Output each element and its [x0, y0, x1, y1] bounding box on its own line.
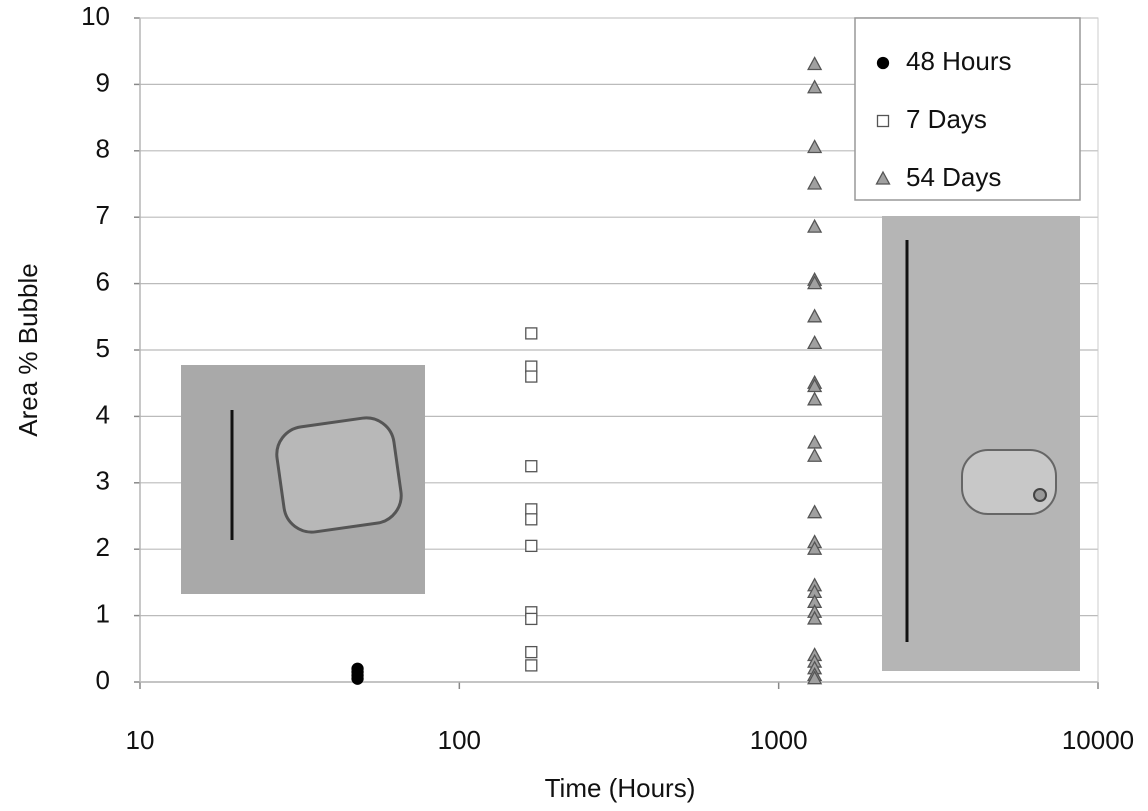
- legend-label: 7 Days: [906, 104, 987, 134]
- point: [807, 139, 823, 154]
- legend: [854, 17, 1081, 201]
- point: [525, 513, 538, 526]
- point: [807, 56, 823, 71]
- inset-right: [882, 216, 1080, 671]
- x-tick-label: 1000: [750, 725, 808, 755]
- x-tick-label: 10000: [1062, 725, 1134, 755]
- point: [525, 645, 538, 659]
- y-tick-label: 0: [96, 665, 110, 695]
- point: [525, 370, 538, 383]
- point: [807, 434, 823, 449]
- y-tick-label: 3: [96, 466, 110, 496]
- point: [807, 79, 823, 94]
- point: [525, 539, 538, 553]
- y-tick-label: 8: [96, 134, 110, 164]
- point: [807, 308, 823, 323]
- point: [807, 391, 823, 406]
- y-tick-label: 9: [96, 67, 110, 97]
- y-tick-label: 1: [96, 598, 110, 628]
- point: [525, 327, 538, 340]
- legend-marker: [875, 170, 891, 185]
- point: [525, 612, 538, 626]
- y-axis-label: Area % Bubble: [13, 263, 43, 436]
- y-tick-label: 7: [96, 200, 110, 230]
- y-tick-label: 5: [96, 333, 110, 363]
- point: [525, 659, 538, 672]
- point: [807, 610, 823, 625]
- legend-marker: [876, 56, 890, 70]
- point: [807, 540, 823, 555]
- point: [525, 460, 538, 473]
- plot-frame: [139, 17, 1099, 683]
- x-tick-label: 10: [126, 725, 155, 755]
- y-tick-label: 10: [81, 1, 110, 31]
- y-tick-label: 2: [96, 532, 110, 562]
- x-tick-label: 100: [438, 725, 481, 755]
- legend-label: 54 Days: [906, 162, 1001, 192]
- inset-left: [181, 365, 425, 594]
- point: [807, 504, 823, 519]
- point: [807, 175, 823, 190]
- point: [807, 275, 823, 290]
- legend-marker: [876, 114, 890, 128]
- point: [351, 672, 364, 685]
- y-tick-label: 4: [96, 399, 110, 429]
- point: [807, 447, 823, 462]
- y-tick-label: 6: [96, 266, 110, 296]
- x-axis-label: Time (Hours): [545, 773, 696, 803]
- point: [807, 218, 823, 233]
- point: [807, 334, 823, 350]
- legend-label: 48 Hours: [906, 46, 1012, 76]
- point: [807, 670, 823, 685]
